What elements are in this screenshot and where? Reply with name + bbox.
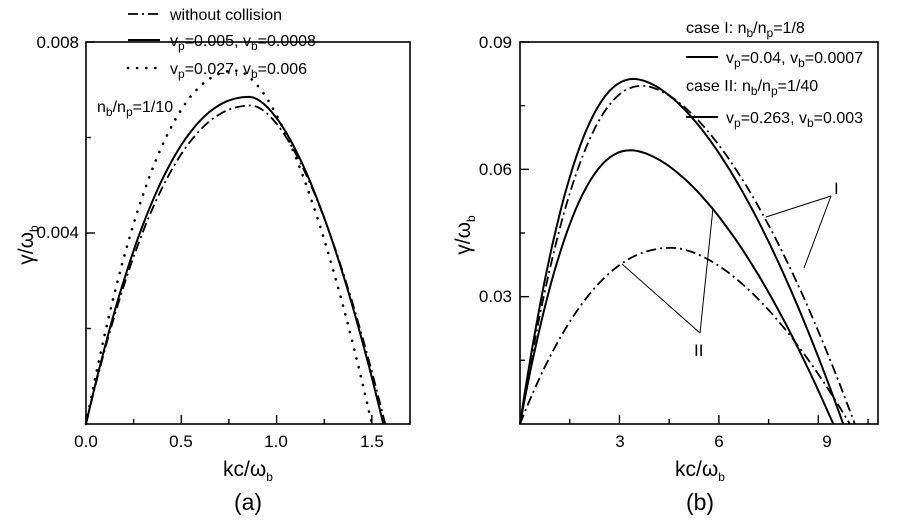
chart-b-ytick-label: 0.09 (479, 33, 512, 52)
chart-a-xlabel: kc/ωb (223, 458, 273, 484)
chart-b-series-solid-case-ii-2 (519, 149, 835, 425)
chart-a-panel-label: (a) (234, 489, 262, 515)
chart-a-legend-item: without collision (169, 7, 282, 24)
chart-b-legend-title: case II: nb/np=1/40 (686, 78, 818, 98)
chart-b-xtick-label: 3 (615, 432, 624, 451)
chart-b-panel-label: (b) (686, 489, 714, 515)
chart-b-ytick-label: 0.06 (479, 160, 512, 179)
chart-a: 0.004 0.008 0.0 0.5 1.0 1.5 kc/ωb γ/ωb (… (15, 7, 411, 515)
chart-a-xtick-label: 1.0 (264, 432, 288, 451)
chart-b-legend-item: vp=0.263, vb=0.003 (726, 110, 863, 130)
chart-a-xtick-label: 0.5 (169, 432, 193, 451)
case-ii-label: II (694, 341, 703, 360)
chart-a-ytick-label: 0.004 (36, 223, 79, 242)
chart-b: 0.03 0.06 0.09 3 6 9 kc/ωb γ/ωb (b) case… (452, 20, 879, 515)
case-i-label: I (834, 179, 839, 198)
chart-b-legend-item: vp=0.04, vb=0.0007 (726, 50, 863, 70)
chart-b-legend-title: case I: nb/np=1/8 (686, 20, 805, 40)
chart-a-series-solid-1 (85, 95, 385, 425)
chart-b-ylabel: γ/ωb (452, 215, 478, 255)
chart-b-series-solid-case-i-0 (519, 77, 845, 425)
chart-b-series-dashdot-case-ii-3 (519, 246, 851, 425)
chart-b-xtick-label: 6 (714, 432, 723, 451)
case-ii-pointer-line (621, 263, 701, 334)
case-i-pointer-line (765, 195, 832, 218)
chart-a-ylabel: γ/ωb (15, 225, 41, 265)
chart-b-xlabel: kc/ωb (675, 458, 725, 484)
chart-a-annotation: nb/np=1/10 (97, 99, 173, 119)
case-ii-pointer-line (699, 207, 714, 334)
chart-b-frame (519, 41, 879, 425)
chart-b-ytick-label: 0.03 (479, 287, 512, 306)
chart-b-xtick-label: 9 (822, 432, 831, 451)
chart-a-series-dotted-2 (84, 69, 374, 426)
chart-a-xtick-label: 1.5 (360, 432, 384, 451)
chart-a-legend-item: vp=0.027, vb=0.006 (170, 61, 307, 81)
chart-a-xtick-label: 0.0 (74, 432, 98, 451)
case-i-pointer-line (803, 195, 832, 269)
chart-a-legend-item: vp=0.005, vb=0.0008 (170, 33, 316, 53)
chart-a-ytick-label: 0.008 (36, 33, 79, 52)
chart-b-series-dashdot-case-i-1 (519, 84, 856, 425)
